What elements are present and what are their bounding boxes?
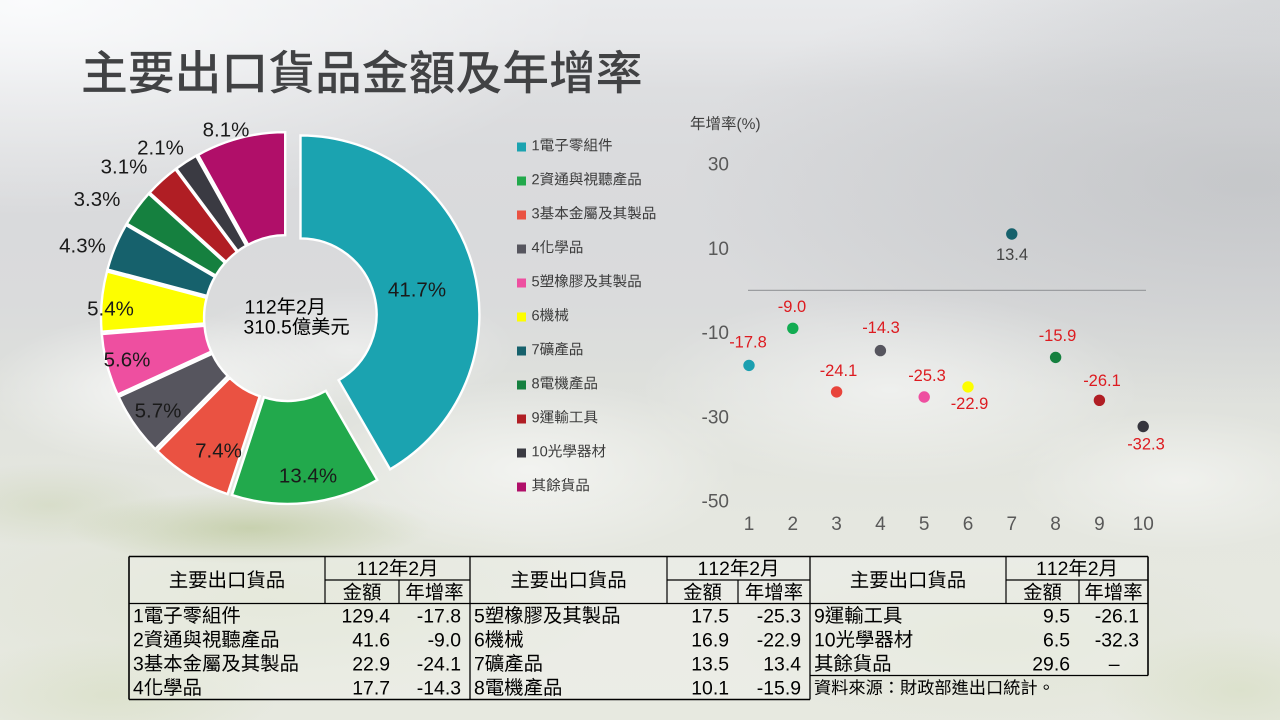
svg-text:41.6: 41.6: [352, 629, 390, 651]
svg-text:-50: -50: [702, 492, 729, 513]
svg-text:-32.3: -32.3: [1127, 436, 1165, 454]
svg-text:-14.3: -14.3: [417, 677, 461, 699]
svg-text:13.4%: 13.4%: [279, 465, 337, 488]
svg-text:4.3%: 4.3%: [59, 235, 106, 258]
svg-text:30: 30: [708, 155, 729, 176]
svg-text:–: –: [1109, 653, 1120, 675]
svg-text:-17.8: -17.8: [417, 605, 461, 627]
svg-text:-15.9: -15.9: [1039, 327, 1077, 345]
svg-text:5.4%: 5.4%: [87, 298, 134, 321]
svg-text:-25.3: -25.3: [908, 367, 946, 385]
svg-text:3: 3: [831, 514, 842, 535]
svg-text:-26.1: -26.1: [1083, 372, 1121, 390]
svg-text:5.6%: 5.6%: [104, 349, 151, 372]
svg-text:7.4%: 7.4%: [195, 440, 242, 463]
svg-text:22.9: 22.9: [352, 653, 390, 675]
svg-text:5.7%: 5.7%: [135, 400, 182, 423]
svg-text:29.6: 29.6: [1032, 653, 1070, 675]
svg-text:-24.1: -24.1: [417, 653, 461, 675]
svg-text:7: 7: [1007, 514, 1018, 535]
svg-text:2.1%: 2.1%: [137, 137, 184, 160]
svg-text:10: 10: [708, 239, 729, 260]
svg-text:9: 9: [1094, 514, 1105, 535]
svg-text:2: 2: [788, 514, 799, 535]
svg-text:13.5: 13.5: [691, 653, 729, 675]
svg-text:13.4: 13.4: [763, 653, 801, 675]
svg-text:10: 10: [1133, 514, 1154, 535]
svg-text:8.1%: 8.1%: [203, 119, 250, 142]
svg-text:17.7: 17.7: [352, 677, 390, 699]
svg-text:-32.3: -32.3: [1095, 629, 1139, 651]
svg-text:5: 5: [919, 514, 930, 535]
svg-text:-9.0: -9.0: [778, 298, 806, 316]
svg-text:-26.1: -26.1: [1095, 605, 1139, 627]
svg-text:-15.9: -15.9: [757, 677, 801, 699]
svg-text:-25.3: -25.3: [757, 605, 801, 627]
svg-text:-30: -30: [702, 408, 729, 429]
svg-text:129.4: 129.4: [341, 605, 390, 627]
svg-text:-22.9: -22.9: [757, 629, 801, 651]
svg-text:-24.1: -24.1: [820, 362, 858, 380]
svg-text:6.5: 6.5: [1043, 629, 1070, 651]
svg-text:4: 4: [875, 514, 886, 535]
svg-text:-22.9: -22.9: [951, 395, 989, 413]
svg-text:1: 1: [744, 514, 755, 535]
svg-text:10.1: 10.1: [691, 677, 729, 699]
svg-text:13.4: 13.4: [996, 246, 1028, 264]
svg-text:17.5: 17.5: [691, 605, 729, 627]
svg-text:3.1%: 3.1%: [101, 156, 148, 179]
svg-text:-9.0: -9.0: [428, 629, 462, 651]
svg-text:9.5: 9.5: [1043, 605, 1070, 627]
svg-text:-17.8: -17.8: [729, 334, 767, 352]
svg-text:8: 8: [1050, 514, 1061, 535]
svg-text:-10: -10: [702, 323, 729, 344]
svg-text:-14.3: -14.3: [862, 319, 900, 337]
svg-text:6: 6: [963, 514, 974, 535]
svg-text:41.7%: 41.7%: [388, 279, 446, 302]
svg-text:16.9: 16.9: [691, 629, 729, 651]
svg-text:3.3%: 3.3%: [74, 188, 121, 211]
